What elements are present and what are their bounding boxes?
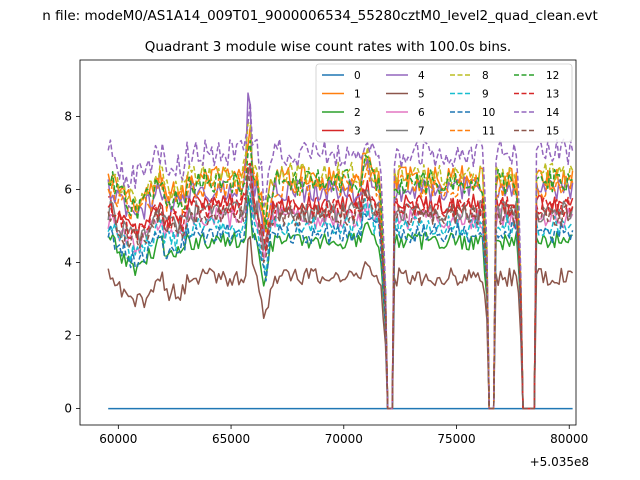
x-axis-offset-label: +5.035e8 bbox=[530, 455, 589, 469]
legend-label-6: 6 bbox=[418, 107, 425, 119]
legend-label-13: 13 bbox=[546, 89, 559, 101]
series-line-14 bbox=[107, 102, 574, 410]
y-tick-label: 6 bbox=[64, 183, 72, 197]
legend-label-7: 7 bbox=[418, 126, 425, 138]
legend-label-9: 9 bbox=[482, 89, 489, 101]
legend-label-8: 8 bbox=[482, 70, 489, 82]
chart-title: Quadrant 3 module wise count rates with … bbox=[145, 39, 511, 55]
x-tick-label: 75000 bbox=[437, 432, 475, 446]
series-layer bbox=[107, 92, 574, 410]
y-tick-label: 0 bbox=[64, 402, 72, 416]
y-tick-label: 2 bbox=[64, 329, 72, 343]
legend-label-1: 1 bbox=[354, 89, 361, 101]
series-line-15 bbox=[107, 170, 574, 410]
x-axis: 60000 65000 70000 75000 80000 bbox=[99, 425, 588, 446]
legend-label-15: 15 bbox=[546, 126, 559, 138]
x-tick-label: 70000 bbox=[325, 432, 363, 446]
legend-label-2: 2 bbox=[354, 107, 361, 119]
series-line-9 bbox=[107, 185, 574, 410]
legend-label-3: 3 bbox=[354, 126, 361, 138]
axes-frame bbox=[79, 59, 577, 426]
y-tick-label: 4 bbox=[64, 256, 72, 270]
legend-box bbox=[315, 63, 573, 143]
series-line-11 bbox=[107, 143, 574, 410]
legend-label-4: 4 bbox=[418, 70, 425, 82]
figure-suptitle: n file: modeM0/AS1A14_009T01_9000006534_… bbox=[42, 8, 598, 24]
x-tick-label: 80000 bbox=[550, 432, 588, 446]
legend-label-12: 12 bbox=[546, 70, 559, 82]
y-tick-label: 8 bbox=[64, 110, 72, 124]
x-tick-label: 65000 bbox=[212, 432, 250, 446]
legend-label-5: 5 bbox=[418, 89, 425, 101]
y-axis: 0 2 4 6 8 bbox=[64, 110, 80, 416]
legend-label-0: 0 bbox=[354, 70, 361, 82]
x-tick-label: 60000 bbox=[99, 432, 137, 446]
legend-label-10: 10 bbox=[482, 107, 495, 119]
legend-label-11: 11 bbox=[482, 126, 495, 138]
legend-label-14: 14 bbox=[546, 107, 560, 119]
